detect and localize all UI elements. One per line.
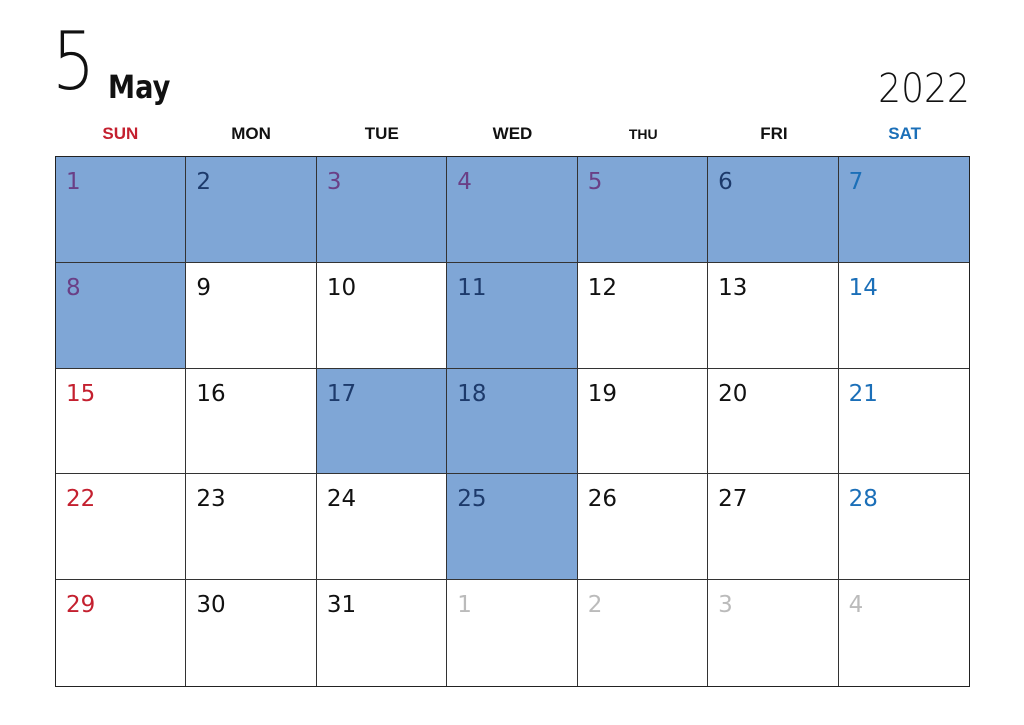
- day-number: 12: [587, 274, 617, 301]
- day-cell[interactable]: 14: [838, 263, 969, 369]
- day-cell[interactable]: 11: [447, 262, 578, 369]
- day-cell[interactable]: 31: [317, 580, 448, 686]
- weekday-wed: WED: [492, 124, 533, 143]
- day-number: 19: [587, 380, 617, 407]
- day-cell[interactable]: 4: [839, 580, 969, 686]
- day-number: 1: [457, 592, 472, 619]
- day-cell[interactable]: 21: [838, 369, 969, 475]
- day-number: 14: [848, 274, 878, 301]
- weekday-mon: MON: [231, 124, 271, 143]
- day-cell[interactable]: 19: [577, 368, 709, 475]
- day-cell[interactable]: 22: [56, 474, 187, 581]
- day-cell[interactable]: 18: [447, 368, 578, 475]
- day-cell[interactable]: 8: [56, 262, 187, 369]
- day-number: 3: [326, 169, 342, 195]
- day-cell[interactable]: 15: [56, 368, 187, 475]
- day-cell[interactable]: 26: [577, 474, 709, 581]
- month-number: 5: [52, 15, 96, 108]
- day-number: 27: [718, 486, 748, 513]
- day-number: 23: [196, 486, 226, 513]
- day-cell[interactable]: 6: [708, 157, 839, 263]
- day-cell[interactable]: 27: [708, 474, 839, 581]
- day-cell[interactable]: 10: [316, 262, 448, 369]
- weekday-tue: TUE: [364, 124, 399, 143]
- day-number: 16: [196, 380, 226, 407]
- day-number: 30: [196, 592, 226, 619]
- day-cell[interactable]: 1: [56, 157, 187, 263]
- day-number: 28: [848, 486, 878, 513]
- day-number: 5: [587, 169, 603, 195]
- day-cell[interactable]: 20: [708, 368, 839, 475]
- day-number: 15: [66, 380, 96, 407]
- weekday-header: SUN MON TUE WED THU FRI SAT: [55, 124, 970, 144]
- day-cell[interactable]: 23: [186, 474, 317, 581]
- day-number: 24: [326, 486, 357, 513]
- day-cell[interactable]: 2: [578, 580, 709, 686]
- day-number: 4: [848, 592, 864, 619]
- weekday-sun: SUN: [102, 124, 139, 143]
- day-cell[interactable]: 3: [316, 157, 448, 263]
- day-number: 17: [326, 380, 357, 407]
- day-number: 6: [718, 169, 733, 195]
- weekday-fri: FRI: [760, 124, 788, 143]
- day-cell[interactable]: 13: [708, 262, 839, 369]
- day-cell[interactable]: 7: [838, 157, 969, 263]
- day-cell[interactable]: 4: [447, 157, 578, 263]
- weekday-thu: THU: [628, 126, 658, 142]
- day-cell[interactable]: 3: [708, 580, 839, 686]
- day-number: 1: [66, 169, 81, 195]
- day-number: 29: [66, 592, 96, 619]
- day-number: 8: [66, 274, 81, 301]
- day-number: 22: [66, 486, 96, 513]
- weekday-sat: SAT: [888, 124, 922, 143]
- day-cell[interactable]: 30: [186, 580, 317, 686]
- month-name: May: [108, 68, 171, 106]
- day-number: 4: [457, 169, 472, 195]
- day-cell[interactable]: 5: [577, 157, 709, 263]
- calendar-grid: 1 2 3 4 5 6 7 8 9 10 11 12 13 14 15 16 17 18 19 20 21 22 23 24 2…: [55, 156, 970, 687]
- day-cell[interactable]: 12: [577, 262, 709, 369]
- day-cell[interactable]: 16: [186, 368, 317, 475]
- day-number: 2: [196, 169, 212, 195]
- day-number: 2: [587, 592, 603, 619]
- day-number: 10: [326, 274, 357, 301]
- year: 2022: [878, 66, 970, 112]
- day-number: 3: [718, 592, 733, 619]
- day-cell[interactable]: 28: [838, 474, 969, 581]
- day-number: 26: [587, 486, 617, 513]
- day-number: 20: [718, 380, 748, 407]
- day-number: 25: [457, 486, 487, 513]
- day-cell[interactable]: 9: [186, 262, 317, 369]
- day-cell[interactable]: 2: [186, 157, 317, 263]
- day-cell[interactable]: 29: [56, 580, 187, 686]
- day-number: 9: [196, 274, 212, 301]
- day-number: 11: [457, 274, 487, 301]
- day-cell[interactable]: 17: [316, 368, 448, 475]
- day-number: 13: [718, 274, 748, 301]
- day-number: 31: [326, 592, 357, 619]
- day-number: 18: [457, 380, 487, 407]
- day-number: 7: [848, 169, 864, 195]
- day-number: 21: [848, 380, 878, 407]
- day-cell[interactable]: 1: [447, 580, 578, 686]
- day-cell[interactable]: 25: [447, 474, 578, 581]
- day-cell[interactable]: 24: [316, 474, 448, 581]
